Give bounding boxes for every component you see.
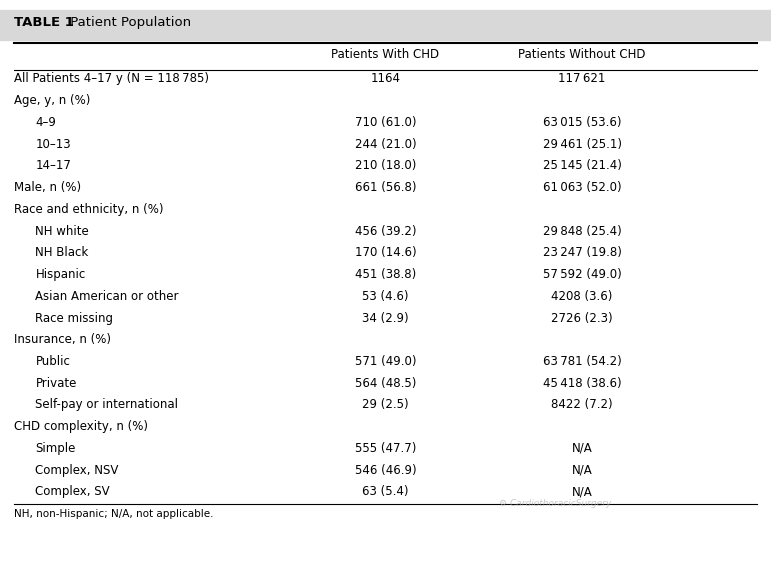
Text: Simple: Simple [35,442,76,455]
Text: N/A: N/A [572,464,592,476]
Text: 14–17: 14–17 [35,160,72,172]
Text: 25 145 (21.4): 25 145 (21.4) [543,160,621,172]
Text: 2726 (2.3): 2726 (2.3) [551,312,613,324]
Text: Insurance, n (%): Insurance, n (%) [14,333,111,346]
Text: NH Black: NH Black [35,247,89,259]
Text: 564 (48.5): 564 (48.5) [355,377,416,390]
Text: 1164: 1164 [371,73,400,85]
Text: 4–9: 4–9 [35,116,56,129]
Text: 710 (61.0): 710 (61.0) [355,116,416,129]
Text: 546 (46.9): 546 (46.9) [355,464,416,476]
Text: 29 848 (25.4): 29 848 (25.4) [543,225,621,237]
Text: 571 (49.0): 571 (49.0) [355,355,416,368]
Text: NH, non-Hispanic; N/A, not applicable.: NH, non-Hispanic; N/A, not applicable. [14,509,214,519]
Text: 29 461 (25.1): 29 461 (25.1) [543,138,621,150]
Text: Public: Public [35,355,70,368]
Text: 23 247 (19.8): 23 247 (19.8) [543,247,621,259]
Text: 10–13: 10–13 [35,138,71,150]
Text: Complex, NSV: Complex, NSV [35,464,119,476]
Text: 451 (38.8): 451 (38.8) [355,268,416,281]
Text: N/A: N/A [572,486,592,498]
Text: All Patients 4–17 y (N = 118 785): All Patients 4–17 y (N = 118 785) [14,73,209,85]
Text: TABLE 1: TABLE 1 [14,16,74,29]
Text: CHD complexity, n (%): CHD complexity, n (%) [14,420,148,433]
Text: 29 (2.5): 29 (2.5) [362,399,409,411]
Text: 170 (14.6): 170 (14.6) [355,247,416,259]
Text: Patients With CHD: Patients With CHD [332,48,439,61]
Text: 456 (39.2): 456 (39.2) [355,225,416,237]
Text: Male, n (%): Male, n (%) [14,181,81,194]
Text: 63 781 (54.2): 63 781 (54.2) [543,355,621,368]
Text: Private: Private [35,377,77,390]
Text: 63 (5.4): 63 (5.4) [362,486,409,498]
Text: NH white: NH white [35,225,89,237]
Text: 53 (4.6): 53 (4.6) [362,290,409,303]
Text: Asian American or other: Asian American or other [35,290,179,303]
Text: N/A: N/A [572,442,592,455]
Text: Patients Without CHD: Patients Without CHD [518,48,646,61]
Text: 117 621: 117 621 [558,73,606,85]
Text: 34 (2.9): 34 (2.9) [362,312,409,324]
Text: Race and ethnicity, n (%): Race and ethnicity, n (%) [14,203,163,216]
Text: 45 418 (38.6): 45 418 (38.6) [543,377,621,390]
Text: Age, y, n (%): Age, y, n (%) [14,94,90,107]
Text: 4208 (3.6): 4208 (3.6) [551,290,613,303]
Text: 63 015 (53.6): 63 015 (53.6) [543,116,621,129]
Text: Self-pay or international: Self-pay or international [35,399,178,411]
Text: Hispanic: Hispanic [35,268,86,281]
Text: 8422 (7.2): 8422 (7.2) [551,399,613,411]
Text: Race missing: Race missing [35,312,113,324]
Text: 244 (21.0): 244 (21.0) [355,138,416,150]
Text: 555 (47.7): 555 (47.7) [355,442,416,455]
Text: 57 592 (49.0): 57 592 (49.0) [543,268,621,281]
Text: ⚙ CardiothoracicSurgery: ⚙ CardiothoracicSurgery [499,499,611,509]
Text: 61 063 (52.0): 61 063 (52.0) [543,181,621,194]
Text: Complex, SV: Complex, SV [35,486,110,498]
Text: 661 (56.8): 661 (56.8) [355,181,416,194]
Text: 210 (18.0): 210 (18.0) [355,160,416,172]
Text: Patient Population: Patient Population [66,16,190,29]
